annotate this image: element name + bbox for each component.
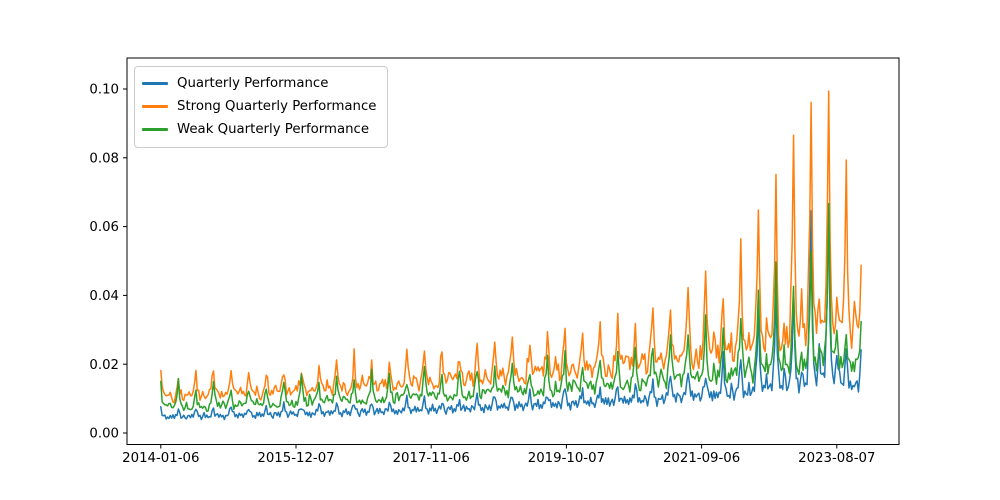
y-tick-label: 0.02 xyxy=(89,358,119,373)
legend-line-sample-blue xyxy=(142,82,168,85)
y-tick-label: 0.08 xyxy=(89,151,119,166)
legend-line-sample-orange xyxy=(142,105,168,108)
y-tick-label: 0.10 xyxy=(89,83,119,98)
series-line-quarterly-performance xyxy=(160,204,862,421)
legend-label: Weak Quarterly Performance xyxy=(177,121,370,137)
legend-line-sample-green xyxy=(142,128,168,131)
series-line-weak-quarterly-performance xyxy=(160,202,862,412)
y-tick-label: 0.06 xyxy=(89,220,119,235)
x-tick-label: 2023-08-07 xyxy=(798,451,875,466)
legend-label: Strong Quarterly Performance xyxy=(177,98,377,114)
legend-item-weak-quarterly-performance: Weak Quarterly Performance xyxy=(142,118,376,141)
x-tick-label: 2019-10-07 xyxy=(528,451,605,466)
legend-label: Quarterly Performance xyxy=(177,75,329,91)
x-tick-label: 2014-01-06 xyxy=(122,451,199,466)
legend: Quarterly Performance Strong Quarterly P… xyxy=(134,66,389,148)
x-tick-label: 2021-09-06 xyxy=(663,451,740,466)
series-line-strong-quarterly-performance xyxy=(160,90,862,404)
legend-item-quarterly-performance: Quarterly Performance xyxy=(142,72,376,95)
axes-spines xyxy=(126,57,900,445)
x-tick-label: 2017-11-06 xyxy=(393,451,470,466)
legend-item-strong-quarterly-performance: Strong Quarterly Performance xyxy=(142,95,376,118)
y-tick-label: 0.00 xyxy=(89,427,119,442)
x-tick-label: 2015-12-07 xyxy=(257,451,334,466)
y-tick-label: 0.04 xyxy=(89,289,119,304)
